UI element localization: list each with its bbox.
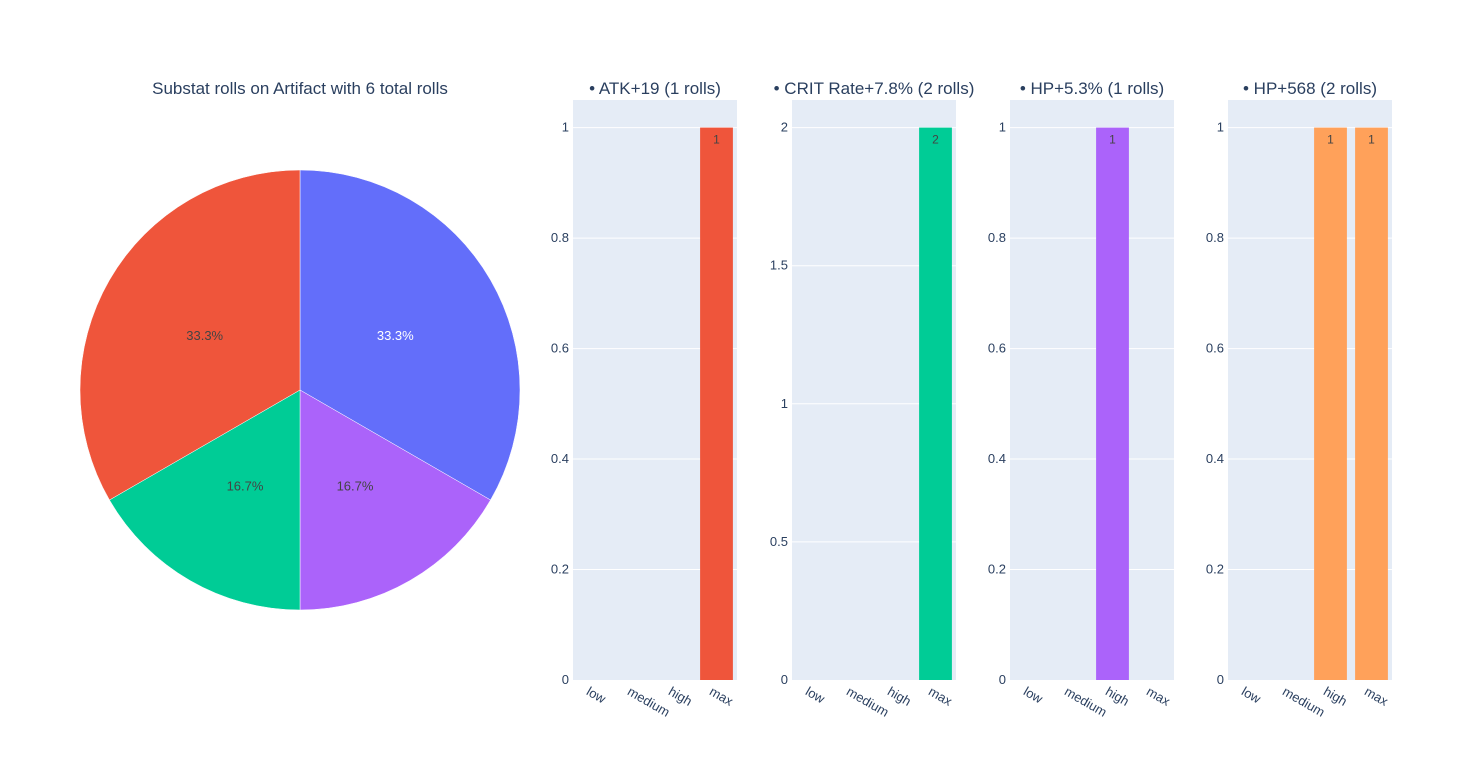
y-tick-label: 0.4 [1206,451,1224,466]
bar[interactable] [919,127,952,681]
subplot-title: • CRIT Rate+7.8% (2 rolls) [774,79,975,98]
pie-slice-label: 33.3% [377,328,414,343]
pie-slice[interactable] [299,389,491,611]
y-tick-label: 0 [999,672,1006,687]
bar[interactable] [1096,127,1129,681]
y-tick-label: 0.2 [1206,562,1224,577]
x-tick-label: low [1021,684,1046,707]
bar[interactable] [1314,127,1347,681]
y-tick-label: 0.8 [551,230,569,245]
x-tick-label: medium [1280,684,1328,720]
x-tick-label: max [1144,684,1173,710]
y-tick-label: 0.2 [988,562,1006,577]
y-tick-label: 1 [999,120,1006,135]
y-tick-label: 0.4 [988,451,1006,466]
bar-data-label: 1 [1368,133,1375,147]
x-tick-label: low [803,684,828,707]
subplot-title: • HP+5.3% (1 rolls) [1020,79,1164,98]
plot-background [1010,100,1174,680]
bar[interactable] [700,127,733,681]
y-tick-label: 0.8 [1206,230,1224,245]
pie-title: Substat rolls on Artifact with 6 total r… [152,79,448,98]
y-tick-label: 1 [781,396,788,411]
y-tick-label: 0.6 [1206,341,1224,356]
y-tick-label: 0.8 [988,230,1006,245]
y-tick-label: 0.6 [988,341,1006,356]
y-tick-label: 1 [1217,120,1224,135]
y-tick-label: 0 [562,672,569,687]
y-tick-label: 1 [562,120,569,135]
pie-slice-label: 16.7% [227,478,264,493]
x-tick-label: medium [1062,684,1110,720]
bar-data-label: 1 [1327,133,1334,147]
x-tick-label: low [584,684,609,707]
y-tick-label: 0.6 [551,341,569,356]
y-tick-label: 1.5 [770,258,788,273]
x-tick-label: max [1362,684,1391,710]
bar-data-label: 2 [932,133,939,147]
y-tick-label: 0 [781,672,788,687]
bar-data-label: 1 [713,133,720,147]
pie-slice[interactable] [299,169,521,501]
pie-slice-label: 33.3% [186,328,223,343]
y-tick-label: 2 [781,120,788,135]
y-tick-label: 0.2 [551,562,569,577]
pie-slice[interactable] [109,389,301,611]
bar[interactable] [1355,127,1388,681]
pie-chart: Substat rolls on Artifact with 6 total r… [79,79,521,611]
x-tick-label: low [1239,684,1264,707]
y-tick-label: 0 [1217,672,1224,687]
x-tick-label: max [926,684,955,710]
pie-slice-label: 16.7% [337,478,374,493]
x-tick-label: medium [625,684,673,720]
subplot-title: • HP+568 (2 rolls) [1243,79,1377,98]
y-tick-label: 0.5 [770,534,788,549]
y-tick-label: 0.4 [551,451,569,466]
pie-slice[interactable] [79,169,301,501]
x-tick-label: max [707,684,736,710]
x-tick-label: medium [844,684,892,720]
subplot-title: • ATK+19 (1 rolls) [589,79,721,98]
bar-data-label: 1 [1109,133,1116,147]
